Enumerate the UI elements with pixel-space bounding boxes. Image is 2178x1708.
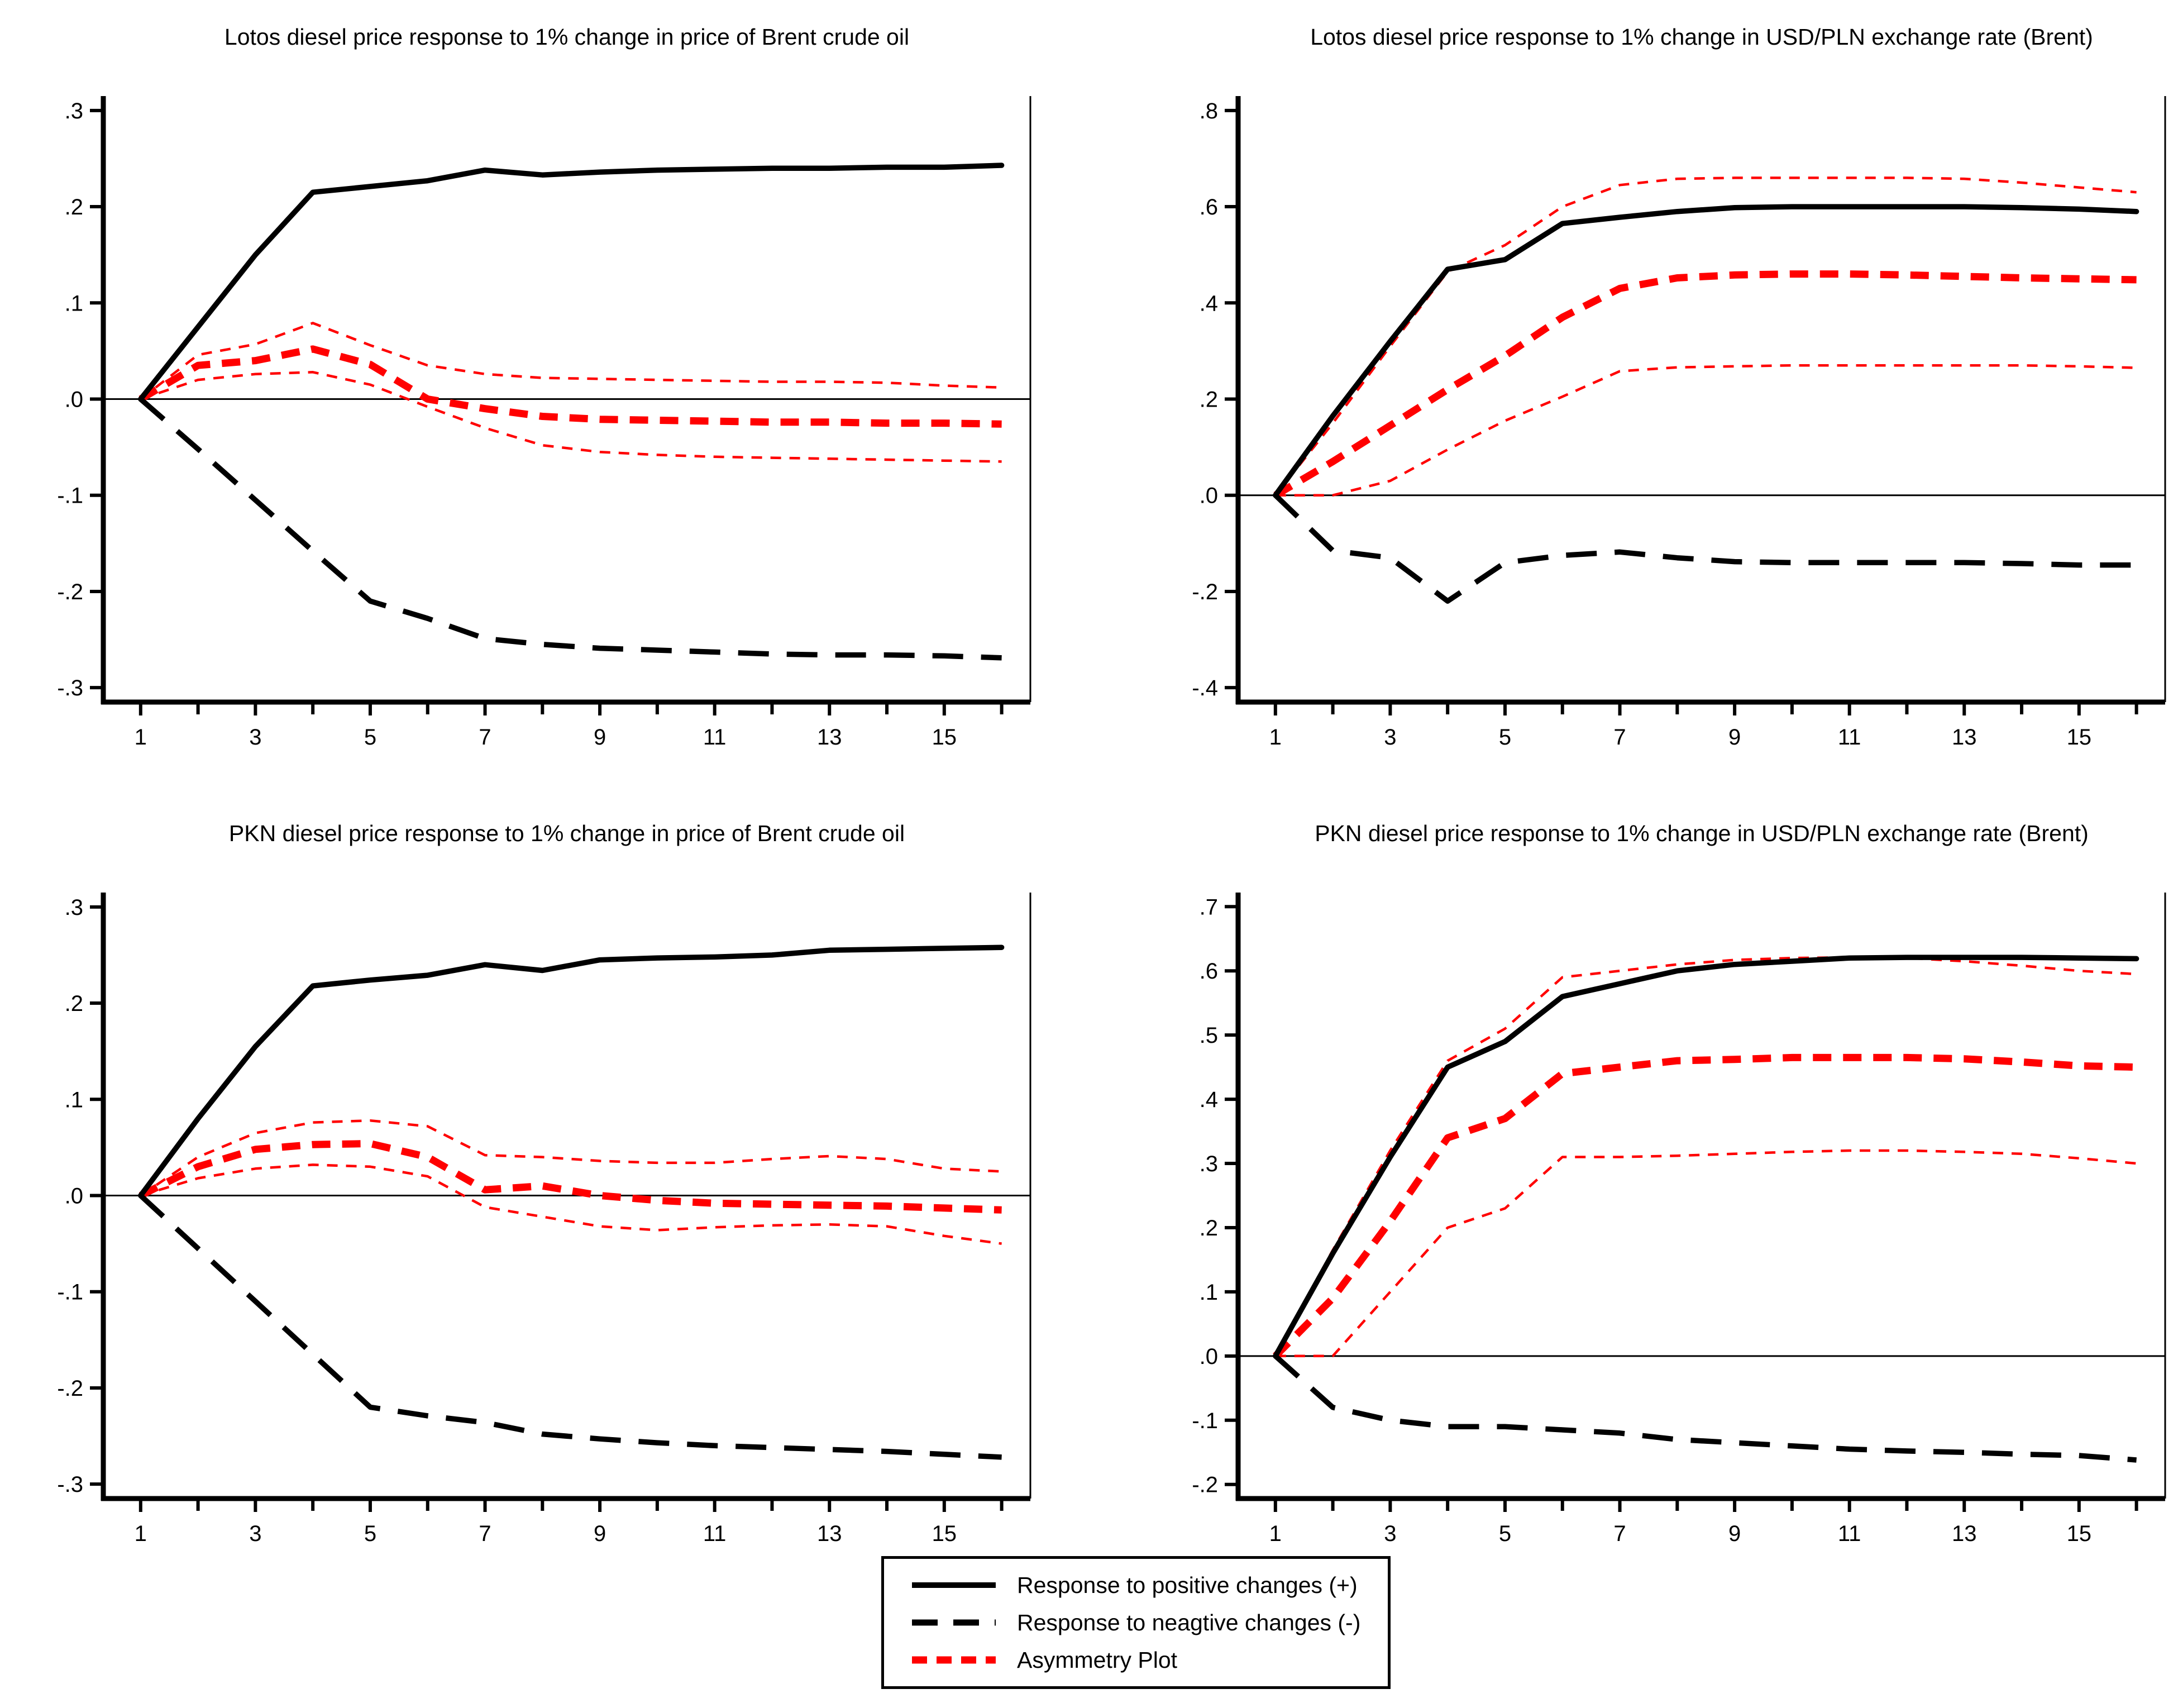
- svg-text:9: 9: [594, 1521, 606, 1546]
- svg-text:.0: .0: [1200, 484, 1218, 508]
- svg-text:9: 9: [1728, 725, 1741, 750]
- legend-item-positive: Response to positive changes (+): [912, 1572, 1388, 1599]
- svg-text:3: 3: [1384, 1521, 1396, 1546]
- legend-item-negative: Response to neagtive changes (-): [912, 1610, 1388, 1636]
- chart-title: PKN diesel price response to 1% change i…: [228, 820, 905, 846]
- svg-text:.2: .2: [65, 991, 83, 1016]
- svg-text:.3: .3: [1200, 1152, 1218, 1176]
- svg-text:11: 11: [703, 1521, 727, 1546]
- chart-pkn-usdpln: .7.6.5.4.3.2.1.0 -.1 -.2 1 3 5 7 9 11 13 15 PKN di…: [1146, 803, 2174, 1557]
- svg-text:13: 13: [1952, 725, 1977, 750]
- svg-text:-.2: -.2: [1192, 1473, 1218, 1497]
- svg-text:11: 11: [1838, 1521, 1861, 1546]
- svg-text:.2: .2: [1200, 388, 1218, 412]
- svg-text:1: 1: [135, 725, 147, 750]
- svg-text:-.3: -.3: [57, 1472, 83, 1497]
- svg-text:-.3: -.3: [57, 676, 83, 700]
- chart-pkn-usdpln-plot: .7.6.5.4.3.2.1.0-.1-.21 3 5 7 9 11 13 15: [1192, 893, 2166, 1546]
- svg-text:.4: .4: [1200, 291, 1218, 316]
- legend-box: Response to positive changes (+) Respons…: [881, 1556, 1391, 1689]
- svg-text:9: 9: [594, 725, 606, 750]
- solid-line-sample-icon: [912, 1582, 996, 1588]
- svg-text:1: 1: [1269, 1521, 1282, 1546]
- svg-text:.6: .6: [1200, 959, 1218, 984]
- svg-text:13: 13: [1952, 1521, 1977, 1546]
- svg-text:-.1: -.1: [57, 1280, 83, 1305]
- svg-text:5: 5: [1499, 725, 1511, 750]
- svg-text:.3: .3: [65, 99, 83, 123]
- svg-text:9: 9: [1728, 1521, 1741, 1546]
- svg-text:15: 15: [932, 1521, 957, 1546]
- svg-text:11: 11: [1838, 725, 1861, 750]
- svg-text:.1: .1: [65, 291, 83, 316]
- chart-pkn-brent-plot: .3.2.1.0-.1-.2-.31 3 5 7 9 11 13 15: [57, 893, 1031, 1546]
- legend-label: Response to neagtive changes (-): [1017, 1609, 1361, 1635]
- svg-text:.4: .4: [1200, 1087, 1218, 1112]
- svg-text:7: 7: [1613, 1521, 1626, 1546]
- svg-text:-.4: -.4: [1192, 676, 1218, 700]
- chart-title: Lotos diesel price response to 1% change…: [1310, 24, 2093, 50]
- svg-text:1: 1: [135, 1521, 147, 1546]
- chart-lotos-usdpln-plot: .8.6.4.2.0-.2-.41 3 5 7 9 11 13 15: [1192, 96, 2166, 750]
- dashed-line-sample-icon: [912, 1619, 996, 1626]
- svg-text:.2: .2: [65, 195, 83, 220]
- svg-text:.8: .8: [1200, 99, 1218, 123]
- chart-lotos-brent-plot: .3.2.1.0-.1-.2-.31 3 5 7 9 11 13 15: [57, 96, 1031, 750]
- svg-text:.0: .0: [65, 1184, 83, 1209]
- svg-text:5: 5: [364, 1521, 376, 1546]
- svg-text:.2: .2: [1200, 1216, 1218, 1241]
- chart-lotos-usdpln: .8.6.4.2.0 -.2 -.4 1 3 5 7 9 11 13 15 Lotos diesel…: [1146, 7, 2174, 761]
- svg-text:7: 7: [479, 1521, 491, 1546]
- red-dashed-line-sample-icon: [912, 1656, 996, 1664]
- svg-text:.7: .7: [1200, 895, 1218, 919]
- svg-text:-.1: -.1: [1192, 1409, 1218, 1433]
- svg-text:.3: .3: [65, 895, 83, 920]
- svg-text:.0: .0: [65, 388, 83, 412]
- svg-text:1: 1: [1269, 725, 1282, 750]
- svg-text:7: 7: [1613, 725, 1626, 750]
- svg-text:15: 15: [2067, 725, 2092, 750]
- chart-lotos-brent: .3.2.1.0 -.1 -.2 -.3 1 3 5 7 9 11 13 15 Lotos diese…: [11, 7, 1039, 761]
- chart-pkn-brent: .3.2.1.0 -.1 -.2 -.3 1 3 5 7 9 11 13 15 PKN diesel …: [11, 803, 1039, 1557]
- chart-title: Lotos diesel price response to 1% change…: [224, 24, 910, 50]
- svg-text:.6: .6: [1200, 195, 1218, 220]
- svg-text:13: 13: [817, 1521, 842, 1546]
- svg-text:3: 3: [1384, 725, 1396, 750]
- svg-text:11: 11: [703, 725, 727, 750]
- svg-text:3: 3: [249, 1521, 261, 1546]
- svg-text:-.2: -.2: [1192, 580, 1218, 604]
- svg-text:15: 15: [932, 725, 957, 750]
- legend-item-asymmetry: Asymmetry Plot: [912, 1647, 1388, 1673]
- svg-text:15: 15: [2067, 1521, 2092, 1546]
- chart-title: PKN diesel price response to 1% change i…: [1315, 820, 2089, 846]
- svg-text:5: 5: [1499, 1521, 1511, 1546]
- svg-text:.0: .0: [1200, 1344, 1218, 1369]
- svg-text:3: 3: [249, 725, 261, 750]
- svg-text:13: 13: [817, 725, 842, 750]
- svg-text:.1: .1: [65, 1087, 83, 1112]
- svg-text:7: 7: [479, 725, 491, 750]
- svg-text:.1: .1: [1200, 1280, 1218, 1305]
- svg-text:-.2: -.2: [57, 1376, 83, 1401]
- svg-text:-.2: -.2: [57, 580, 83, 604]
- legend-label: Response to positive changes (+): [1017, 1572, 1358, 1598]
- legend-label: Asymmetry Plot: [1017, 1647, 1178, 1673]
- svg-text:.5: .5: [1200, 1023, 1218, 1048]
- svg-text:-.1: -.1: [57, 484, 83, 508]
- svg-text:5: 5: [364, 725, 376, 750]
